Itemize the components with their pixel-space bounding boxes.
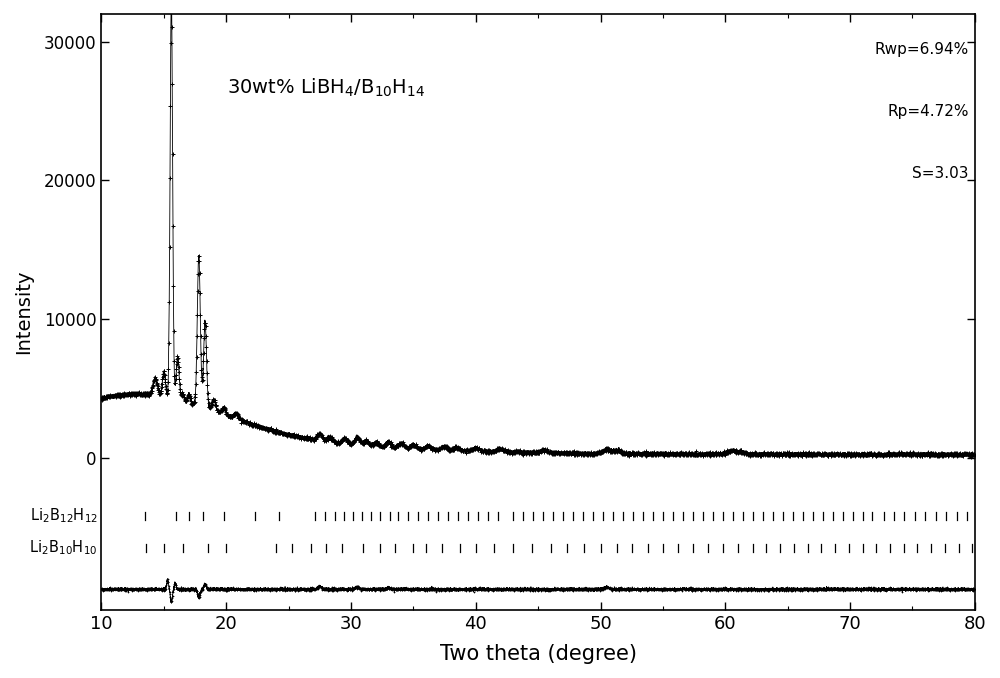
Text: S=3.03: S=3.03 xyxy=(912,166,969,182)
Text: Rp=4.72%: Rp=4.72% xyxy=(887,104,969,119)
X-axis label: Two theta (degree): Two theta (degree) xyxy=(440,644,637,664)
Text: 30wt% LiBH$_4$/B$_{10}$H$_{14}$: 30wt% LiBH$_4$/B$_{10}$H$_{14}$ xyxy=(227,77,425,98)
Text: Li$_2$B$_{10}$H$_{10}$: Li$_2$B$_{10}$H$_{10}$ xyxy=(29,538,98,557)
Text: Li$_2$B$_{12}$H$_{12}$: Li$_2$B$_{12}$H$_{12}$ xyxy=(30,506,98,525)
Text: Rwp=6.94%: Rwp=6.94% xyxy=(874,41,969,57)
Y-axis label: Intensity: Intensity xyxy=(14,270,33,355)
